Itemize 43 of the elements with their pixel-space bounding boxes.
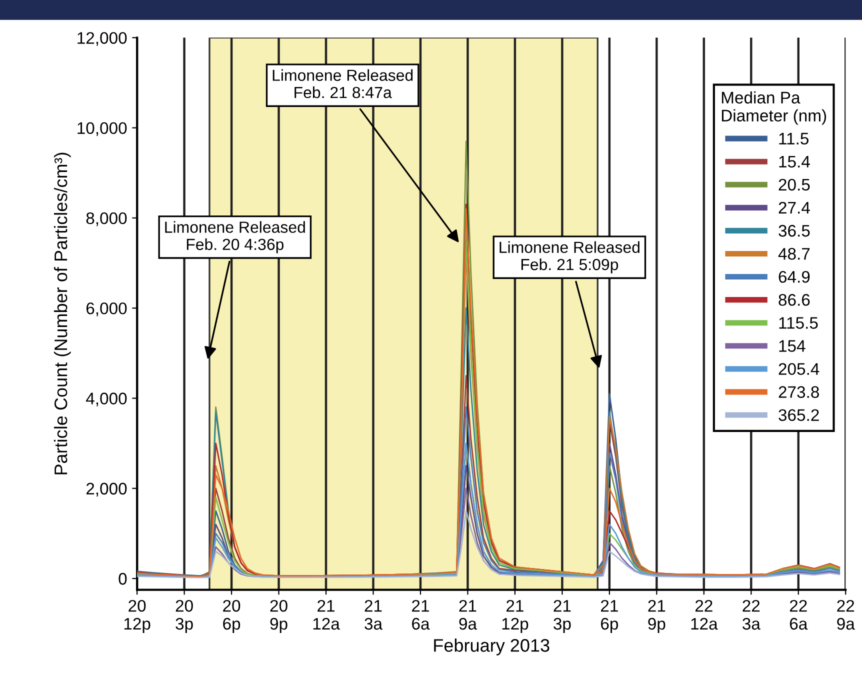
x-tick-label: 20 3p <box>176 600 193 633</box>
annotation: Limonene Released Feb. 21 5:09p <box>500 241 640 274</box>
x-tick-label: 20 9p <box>270 600 288 633</box>
legend-label: 365.2 <box>778 409 819 421</box>
x-axis-title: February 2013 <box>434 638 550 656</box>
y-tick-label: 10,000 <box>78 122 127 136</box>
x-tick-label: 21 3p <box>554 600 571 633</box>
legend-label: 15.4 <box>779 156 810 168</box>
x-tick-label: 21 9p <box>648 600 666 633</box>
legend-label: 86.6 <box>778 294 810 306</box>
y-axis-title: Particle Count (Number of Particles/cm³) <box>54 152 71 474</box>
x-tick-label: 21 9a <box>459 600 477 630</box>
annotation: Limonene Released Feb. 20 4:36p <box>165 221 305 254</box>
x-tick-label: 22 9a <box>837 600 855 630</box>
y-tick-label: 2,000 <box>86 482 127 497</box>
legend-label: 205.4 <box>778 363 820 375</box>
x-tick-label: 21 6p <box>601 600 618 633</box>
legend-label: 27.4 <box>778 202 810 214</box>
x-tick-label: 21 12a <box>313 600 340 630</box>
y-tick-label: 4,000 <box>86 392 127 406</box>
legend-label: 273.8 <box>778 386 819 398</box>
y-tick-label: 0 <box>118 572 127 585</box>
legend-label: 36.5 <box>778 224 810 237</box>
y-tick-label: 6,000 <box>86 302 127 316</box>
legend-label: 20.5 <box>778 178 810 191</box>
annotation: Limonene Released Feb. 21 8:47a <box>272 69 413 98</box>
y-tick-label: 8,000 <box>86 212 127 226</box>
x-tick-label: 22 3a <box>742 600 760 630</box>
line-series <box>137 510 840 578</box>
x-tick-label: 20 12p <box>124 600 150 633</box>
x-tick-label: 22 12a <box>691 600 718 630</box>
legend-label: 115.5 <box>779 317 818 329</box>
x-tick-label: 20 6p <box>223 600 240 633</box>
legend-label: 11.5 <box>779 132 808 145</box>
legend-label: 48.7 <box>778 248 810 260</box>
legend-title: Median Pa Diameter (nm) <box>722 91 826 125</box>
legend-label: 64.9 <box>778 270 810 283</box>
x-tick-label: 21 12p <box>502 600 528 633</box>
legend-label: 154 <box>779 340 806 352</box>
x-tick-label: 21 6a <box>412 600 430 630</box>
y-tick-label: 12,000 <box>78 32 127 46</box>
x-tick-label: 22 6a <box>790 600 808 630</box>
x-tick-label: 21 3a <box>364 600 383 630</box>
